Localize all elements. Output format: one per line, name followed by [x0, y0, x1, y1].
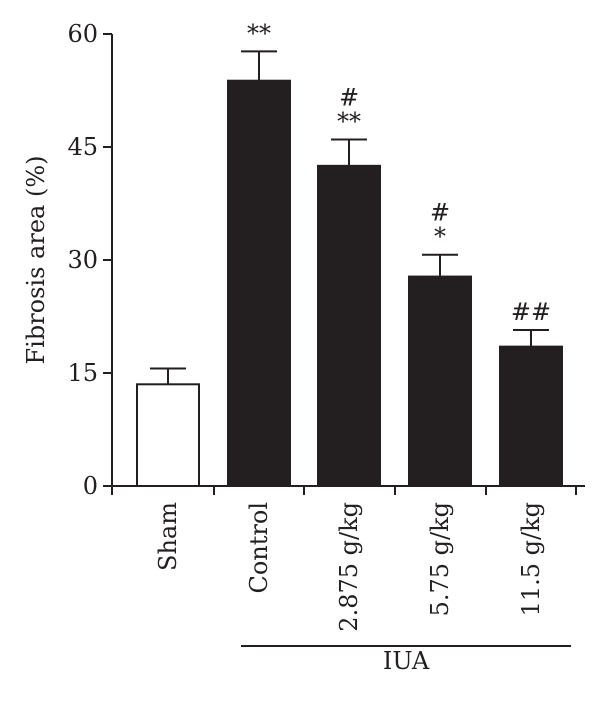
- bar-0: [136, 383, 200, 487]
- y-tick-label-15: 15: [67, 359, 98, 387]
- x-category-label-3: 5.75 g/kg: [426, 502, 454, 616]
- y-tick-label-30: 30: [67, 246, 98, 274]
- significance-mark-3-1: *: [434, 223, 446, 251]
- x-category-label-2: 2.875 g/kg: [335, 502, 363, 632]
- x-category-label-1: Control: [245, 502, 273, 594]
- bars: [136, 50, 563, 487]
- bar-2: [317, 164, 381, 487]
- significance-mark-3-0: #: [430, 199, 450, 227]
- y-tick-label-0: 0: [83, 472, 98, 500]
- y-tick-label-45: 45: [67, 133, 98, 161]
- significance-mark-4-0: ##: [511, 298, 551, 326]
- significance-mark-2-1: **: [337, 107, 361, 135]
- bar-1: [227, 79, 291, 487]
- x-category-label-4: 11.5 g/kg: [517, 502, 545, 616]
- group-label-iua: IUA: [383, 647, 430, 675]
- x-category-label-0: Sham: [154, 502, 182, 571]
- bar-4: [499, 345, 563, 487]
- significance-mark-2-0: #: [339, 83, 359, 111]
- y-axis-label: Fibrosis area (%): [22, 155, 50, 364]
- y-tick-label-60: 60: [67, 20, 98, 48]
- significance-mark-1-0: **: [247, 19, 271, 47]
- bar-3: [408, 275, 472, 487]
